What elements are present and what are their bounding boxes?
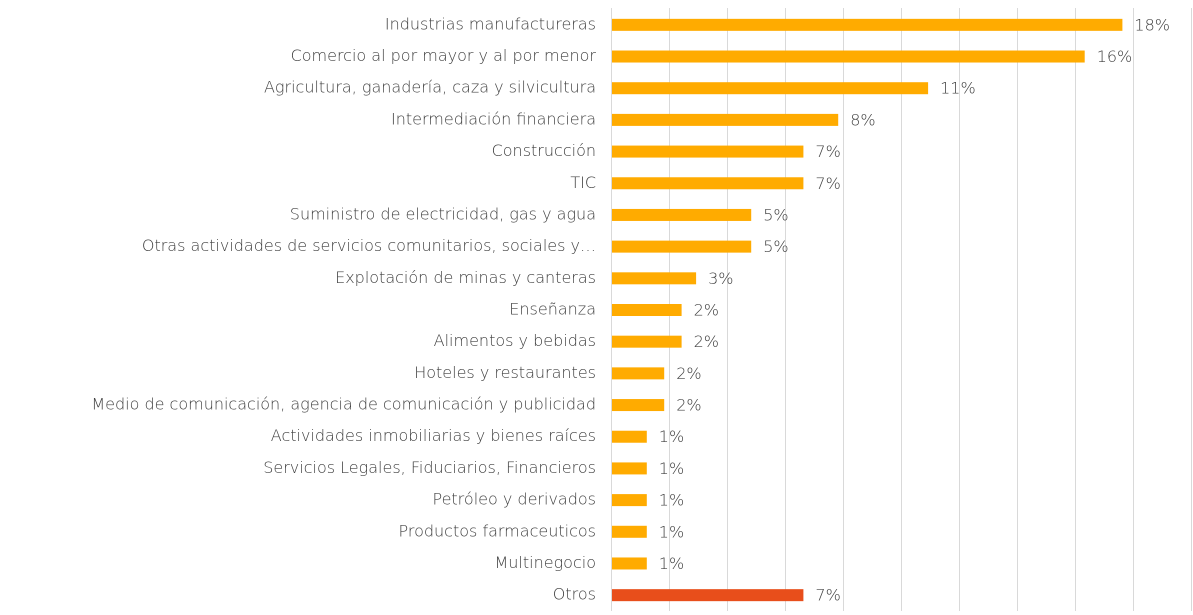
- category-label: Intermediación financiera: [391, 109, 596, 128]
- bar: [612, 589, 804, 602]
- category-label: Alimentos y bebidas: [434, 331, 596, 350]
- category-label: Explotación de minas y canteras: [335, 268, 596, 287]
- bar: [612, 304, 682, 316]
- bar: [612, 208, 752, 221]
- bar: [612, 240, 752, 253]
- category-label: Otras actividades de servicios comunitar…: [142, 236, 596, 255]
- bar: [612, 50, 1085, 63]
- value-label: 2%: [676, 364, 701, 383]
- category-label: Comercio al por mayor y al por menor: [291, 46, 597, 65]
- bar: [612, 82, 929, 95]
- bar: [612, 494, 647, 507]
- bar: [612, 399, 665, 412]
- category-label: TIC: [570, 173, 596, 192]
- bar: [612, 462, 647, 475]
- value-label: 8%: [850, 110, 875, 129]
- category-label: Construcción: [492, 141, 596, 160]
- value-label: 7%: [815, 174, 840, 193]
- bar: [612, 113, 839, 126]
- value-label: 1%: [659, 491, 684, 510]
- category-label: Petróleo y derivados: [432, 490, 596, 509]
- value-label: 1%: [659, 459, 684, 478]
- category-label: Otros: [553, 585, 596, 604]
- category-label: Medio de comunicación, agencia de comuni…: [91, 395, 596, 414]
- value-label: 5%: [763, 237, 788, 256]
- value-label: 3%: [708, 269, 733, 288]
- category-label: Actividades inmobiliarias y bienes raíce…: [271, 426, 596, 445]
- category-label: Servicios Legales, Fiduciarios, Financie…: [263, 458, 596, 477]
- category-label: Suministro de electricidad, gas y agua: [290, 204, 596, 223]
- bar: [612, 525, 647, 538]
- bar: [612, 272, 697, 285]
- value-label: 11%: [940, 79, 976, 98]
- bar: [612, 18, 1123, 31]
- value-label: 1%: [659, 522, 684, 541]
- bar: [612, 145, 804, 158]
- value-label: 18%: [1134, 15, 1170, 34]
- value-label: 2%: [676, 396, 701, 415]
- value-label: 7%: [815, 586, 840, 605]
- bar: [612, 430, 647, 443]
- value-label: 2%: [694, 301, 719, 320]
- value-label: 7%: [815, 142, 840, 161]
- value-label: 1%: [659, 427, 684, 446]
- bar: [612, 557, 647, 570]
- value-label: 1%: [659, 554, 684, 573]
- value-label: 5%: [763, 205, 788, 224]
- category-label: Industrias manufactureras: [385, 14, 596, 33]
- category-label: Hoteles y restaurantes: [414, 363, 596, 382]
- category-label: Productos farmaceuticos: [398, 521, 596, 540]
- value-label: 16%: [1097, 47, 1133, 66]
- bar: [612, 335, 682, 348]
- value-label: 2%: [694, 332, 719, 351]
- category-label: Agricultura, ganadería, caza y silvicult…: [264, 78, 596, 97]
- category-label: Enseñanza: [509, 300, 596, 319]
- bar: [612, 177, 804, 190]
- category-label: Multinegocio: [494, 553, 596, 572]
- bar: [612, 367, 665, 380]
